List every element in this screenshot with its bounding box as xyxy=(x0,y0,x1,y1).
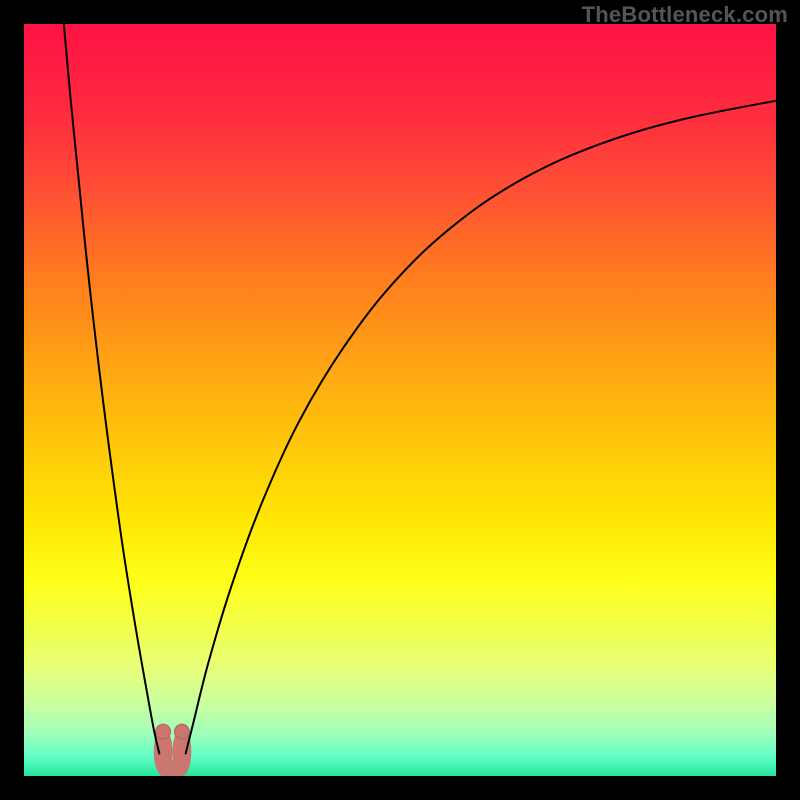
chart-root: TheBottleneck.com xyxy=(0,0,800,800)
watermark-text: TheBottleneck.com xyxy=(582,2,788,28)
chart-svg xyxy=(0,0,800,800)
plot-background xyxy=(24,24,776,776)
